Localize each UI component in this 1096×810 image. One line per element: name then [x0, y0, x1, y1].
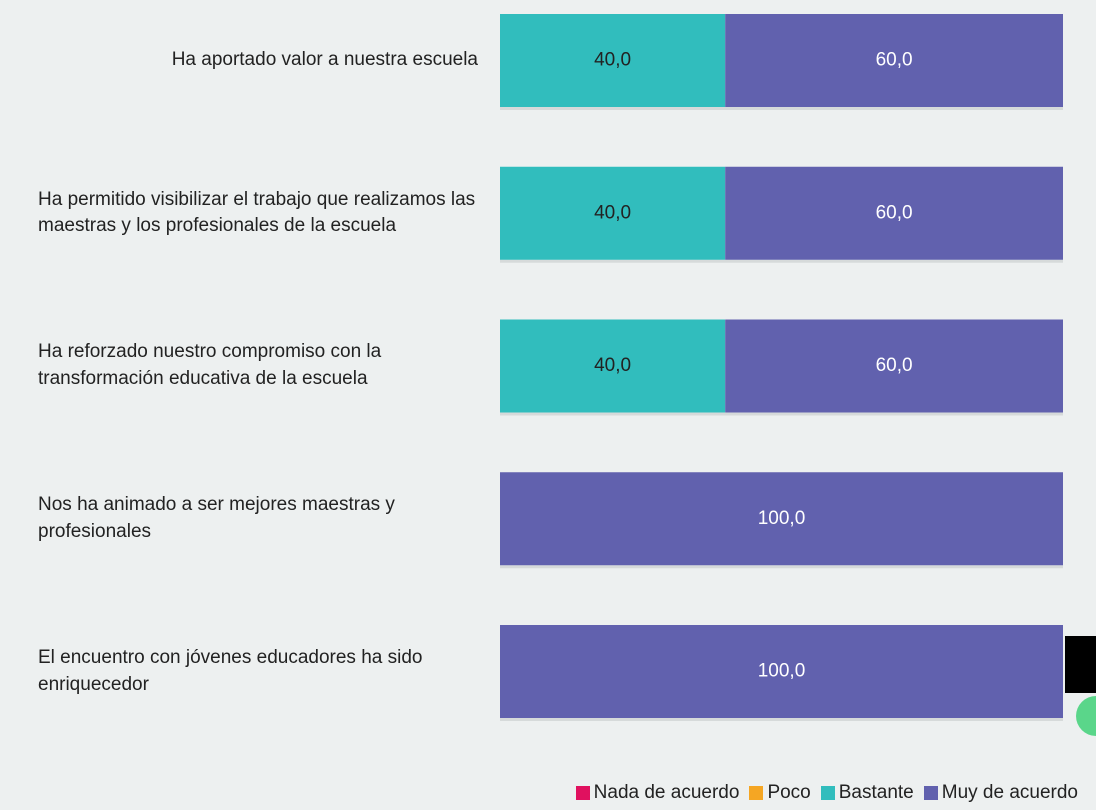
bar-shadow — [500, 107, 1063, 110]
legend-text: Muy de acuerdo — [941, 782, 1078, 803]
category-label: Ha permitido visibilizar el trabajo que … — [10, 167, 478, 260]
category-text: Ha permitido visibilizar el trabajo que … — [38, 188, 476, 237]
bar-segment — [500, 625, 1063, 718]
bar-segment — [725, 166, 1063, 260]
bar-shadow — [500, 259, 1063, 263]
legend: Nada de acuerdo Poco Bastante Muy de acuerd… — [575, 782, 1078, 804]
bar-segment — [500, 166, 726, 260]
legend-item: Nada de acuerdo — [575, 782, 740, 804]
category-label: Ha reforzado nuestro compromiso con la t… — [10, 320, 478, 413]
category-text: Ha reforzado nuestro compromiso con la t… — [38, 341, 382, 389]
bar-segment — [500, 472, 1063, 566]
legend-swatch — [820, 786, 835, 800]
value-label: 100,0 — [758, 661, 806, 682]
legend-item: Muy de acuerdo — [923, 782, 1078, 804]
bar-shadow — [500, 565, 1063, 569]
value-label: 40,0 — [594, 50, 631, 71]
category-text: Ha aportado valor a nuestra escuela — [171, 49, 478, 71]
category-text: El encuentro con jóvenes educadores ha s… — [38, 646, 423, 695]
value-label: 40,0 — [594, 355, 631, 376]
value-label: 60,0 — [876, 50, 913, 71]
value-label: 60,0 — [876, 355, 913, 376]
legend-item: Poco — [749, 782, 811, 804]
bar-shadow — [500, 718, 1063, 721]
category-label: Nos ha animado a ser mejores maestras y … — [10, 472, 478, 565]
bar-segment — [500, 14, 726, 107]
category-text: Nos ha animado a ser mejores maestras y … — [38, 494, 395, 542]
legend-text: Bastante — [838, 782, 914, 803]
legend-swatch — [749, 786, 764, 800]
bar-shadow — [500, 412, 1063, 416]
value-label: 60,0 — [876, 202, 913, 223]
value-label: 40,0 — [594, 202, 631, 223]
bar-segment — [725, 319, 1063, 413]
legend-swatch — [575, 786, 590, 800]
bar-segment — [500, 319, 726, 413]
category-label: El encuentro con jóvenes educadores ha s… — [10, 625, 478, 718]
legend-text: Poco — [767, 782, 811, 803]
value-label: 100,0 — [758, 508, 806, 529]
legend-item: Bastante — [820, 782, 914, 804]
bar-segment — [725, 14, 1063, 107]
artifact-box — [1065, 636, 1096, 693]
legend-swatch — [923, 786, 938, 800]
category-label: Ha aportado valor a nuestra escuela — [10, 14, 478, 107]
legend-text: Nada de acuerdo — [593, 782, 740, 803]
artifact-circle — [1076, 696, 1096, 736]
